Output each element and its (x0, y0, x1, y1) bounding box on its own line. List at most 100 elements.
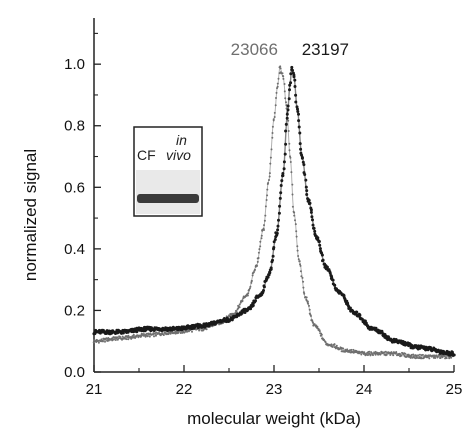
y-tick-label: 0.0 (64, 364, 85, 381)
data-point (283, 152, 287, 156)
data-point (250, 281, 253, 284)
data-point (286, 108, 290, 112)
data-point (294, 93, 298, 97)
data-point (127, 334, 130, 337)
data-point (297, 255, 300, 257)
inset-label-in: in (176, 132, 187, 148)
data-point (297, 112, 300, 116)
data-point (285, 112, 289, 116)
data-point (295, 235, 298, 238)
data-point (278, 204, 282, 208)
data-point (249, 307, 253, 311)
data-point (287, 130, 290, 132)
data-point (276, 85, 279, 88)
data-point (306, 300, 309, 303)
data-point (256, 260, 259, 263)
data-point (135, 330, 139, 334)
data-point (409, 356, 412, 359)
data-point (297, 119, 301, 123)
data-point (445, 357, 448, 360)
data-point (179, 332, 182, 334)
data-point (308, 304, 310, 307)
data-point (121, 335, 124, 338)
data-point (342, 347, 345, 350)
data-point (288, 88, 291, 92)
data-point (148, 335, 151, 338)
data-point (294, 223, 297, 226)
data-point (328, 271, 332, 275)
data-point (279, 67, 282, 70)
data-point (313, 229, 317, 233)
data-point (272, 240, 276, 244)
data-point (266, 275, 270, 279)
data-point (364, 321, 368, 325)
data-point (358, 313, 362, 317)
x-tick-label: 21 (86, 381, 103, 398)
data-point (250, 279, 253, 282)
data-point (260, 234, 263, 237)
data-point (297, 258, 300, 261)
data-point (420, 357, 423, 360)
data-point (247, 292, 250, 295)
data-point (385, 353, 388, 356)
data-point (263, 224, 265, 227)
data-point (330, 343, 333, 346)
data-point (107, 337, 110, 339)
data-point (281, 174, 285, 178)
data-point (392, 354, 395, 357)
data-point (295, 230, 298, 233)
data-point (262, 289, 265, 292)
data-point (296, 110, 300, 113)
data-point (273, 111, 276, 114)
data-point (310, 215, 314, 219)
data-point (283, 83, 286, 85)
data-point (271, 125, 274, 128)
x-tick-label: 25 (446, 381, 463, 398)
data-point (379, 353, 382, 356)
data-point (222, 317, 226, 320)
data-point (268, 175, 271, 178)
data-point (137, 334, 140, 337)
data-point (374, 353, 377, 356)
data-point (267, 182, 270, 184)
peak-label-23066: 23066 (231, 40, 278, 59)
data-point (311, 223, 315, 227)
data-point (436, 355, 439, 358)
data-point (127, 338, 130, 341)
data-point (305, 193, 309, 196)
data-point (280, 179, 284, 183)
data-point (299, 263, 301, 266)
data-point (400, 354, 403, 357)
data-point (251, 304, 255, 307)
data-point (333, 283, 337, 287)
data-point (281, 72, 284, 75)
data-point (293, 211, 296, 214)
data-point (292, 75, 296, 79)
data-point (279, 65, 282, 68)
data-point (125, 338, 128, 341)
data-point (273, 238, 277, 241)
data-point (350, 348, 353, 351)
data-point (372, 354, 374, 357)
data-point (97, 341, 100, 344)
data-point (321, 258, 325, 262)
data-point (263, 229, 265, 231)
data-point (324, 341, 327, 344)
data-point (298, 142, 302, 146)
data-point (421, 353, 424, 356)
data-point (303, 292, 306, 295)
data-point (296, 107, 299, 111)
data-point (404, 352, 407, 355)
data-point (137, 336, 140, 339)
data-point (249, 285, 252, 288)
data-point (307, 198, 311, 202)
inset-label-vivo: vivo (166, 147, 191, 163)
data-point (301, 160, 305, 164)
data-point (291, 183, 294, 186)
y-tick-label: 0.8 (64, 118, 85, 135)
data-point (275, 91, 278, 94)
data-point (299, 264, 302, 267)
data-point (132, 333, 135, 336)
data-point (309, 210, 313, 214)
